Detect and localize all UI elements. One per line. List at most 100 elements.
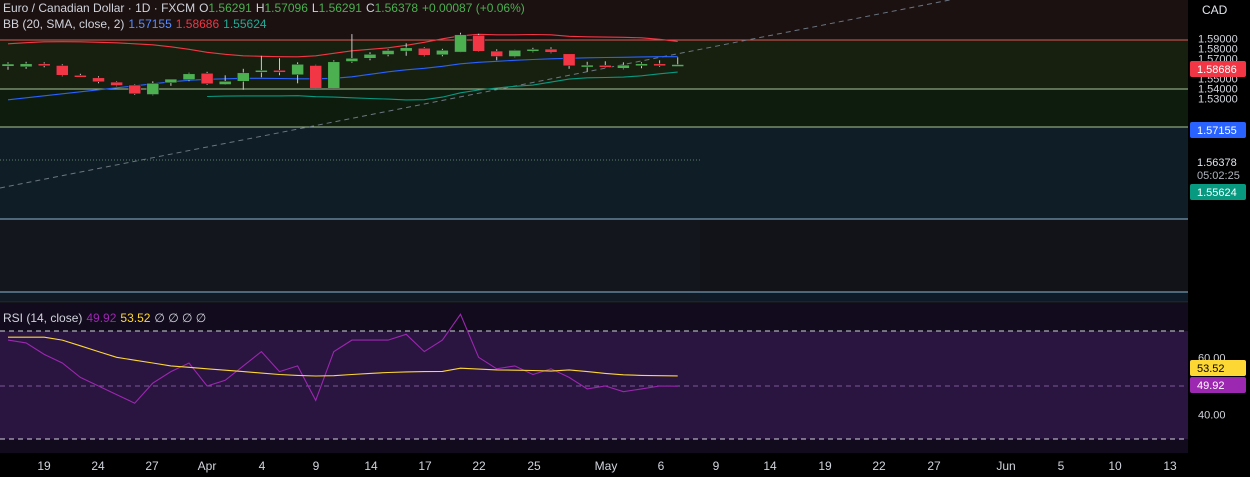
candlesticks <box>1 32 684 96</box>
candle-body <box>418 48 431 56</box>
bb-legend: BB (20, SMA, close, 2) 1.57155 1.58686 1.55… <box>3 16 271 32</box>
candle-body <box>327 61 341 89</box>
rsi-tick-label: 40.00 <box>1198 410 1226 422</box>
time-tick-label: 6 <box>658 459 665 473</box>
time-tick-label: 22 <box>872 459 886 473</box>
candle-body <box>56 65 69 76</box>
candle-body <box>1 63 15 67</box>
price-change: +0.00087 (+0.06%) <box>422 1 525 15</box>
rsi-ma-value: 53.52 <box>120 311 151 325</box>
trend-line <box>0 0 953 189</box>
symbol-title: Euro / Canadian Dollar · 1D · FXCM <box>3 1 196 15</box>
rsi-legend-label: RSI (14, close) <box>3 311 83 325</box>
candle-body <box>599 65 612 68</box>
price-tick-label: 1.53000 <box>1198 93 1238 105</box>
candle-body <box>110 81 123 86</box>
candle-body <box>345 58 359 62</box>
bb-upper-value: 1.58686 <box>175 17 220 31</box>
zone-band-2 <box>0 89 1188 127</box>
time-tick-label: 27 <box>145 459 159 473</box>
time-tick-label: 14 <box>364 459 378 473</box>
time-tick-label: 24 <box>91 459 105 473</box>
candle-body <box>472 35 485 52</box>
candle-body <box>490 50 503 57</box>
bb-upper-line <box>7 33 678 58</box>
time-scale-bg <box>0 453 1188 477</box>
time-tick-label: 9 <box>713 459 720 473</box>
upper-band-badge: 1.58686 <box>1197 64 1237 76</box>
candle-body <box>363 54 377 59</box>
rsi-ma-badge: 53.52 <box>1197 363 1225 375</box>
candle-body <box>291 64 304 76</box>
price-tick-label: 1.59000 <box>1198 33 1238 45</box>
time-tick-label: 22 <box>472 459 486 473</box>
last-price-badge: 1.56378 <box>1197 157 1237 169</box>
candle-body <box>273 70 286 73</box>
rsi-extra: ∅ ∅ ∅ ∅ <box>154 311 207 325</box>
time-tick-label: 19 <box>37 459 51 473</box>
time-tick-label: 13 <box>1163 459 1177 473</box>
candle-body <box>653 63 666 67</box>
axes: 1.590001.580001.570001.560001.550001.540… <box>37 33 1246 473</box>
rsi-pane <box>0 313 1188 440</box>
time-tick-label: 4 <box>259 459 266 473</box>
basis-badge-bg <box>1190 122 1246 138</box>
candle-body <box>19 63 33 68</box>
candle-body <box>92 77 105 83</box>
candle-body <box>218 81 232 85</box>
rsi-legend: RSI (14, close) 49.92 53.52 ∅ ∅ ∅ ∅ <box>3 310 210 326</box>
ohlc-close-label: C <box>365 1 375 15</box>
bb-lower-value: 1.55624 <box>223 17 267 31</box>
currency-label[interactable]: CAD <box>1202 3 1228 17</box>
time-tick-label: 10 <box>1108 459 1122 473</box>
rsi-badge-bg <box>1190 377 1246 393</box>
ohlc-open-value: 1.56291 <box>208 1 252 15</box>
time-tick-label: Jun <box>996 459 1015 473</box>
candle-body <box>508 50 522 57</box>
lower-band-badge-bg <box>1190 184 1246 200</box>
price-scale-bg <box>1188 0 1250 477</box>
time-tick-label: 27 <box>927 459 941 473</box>
zone-band-1 <box>0 40 1188 89</box>
zone-band-3 <box>0 127 1188 219</box>
bb-basis-value: 1.57155 <box>128 17 172 31</box>
rsi-badge: 49.92 <box>1197 380 1225 392</box>
candle-body <box>182 73 196 81</box>
candle-body <box>146 83 160 95</box>
price-tick-label: 1.54000 <box>1198 83 1238 95</box>
rsi-line <box>7 313 678 404</box>
price-level-lines <box>0 0 1188 303</box>
candle-body <box>399 47 413 52</box>
bb-legend-label: BB (20, SMA, close, 2) <box>3 17 125 31</box>
candle-body <box>617 64 630 69</box>
lower-band-badge: 1.55624 <box>1197 187 1237 199</box>
candle-body <box>454 34 467 53</box>
candle-body <box>237 72 250 82</box>
rsi-band-fill <box>0 331 1188 439</box>
time-tick-label: 14 <box>763 459 777 473</box>
upper-band-badge-bg <box>1190 61 1246 77</box>
symbol-legend: Euro / Canadian Dollar · 1D · FXCM O1.562… <box>3 0 529 16</box>
candle-body <box>128 84 141 95</box>
candle-body <box>381 50 395 55</box>
candle-body <box>562 53 576 67</box>
countdown-label: 05:02:25 <box>1197 170 1240 182</box>
ohlc-open-label: O <box>199 1 209 15</box>
candle-body <box>526 49 540 52</box>
rsi-ma-line <box>8 336 678 377</box>
bb-lower-line <box>207 71 678 101</box>
time-tick-label: 9 <box>313 459 320 473</box>
candle-body <box>635 63 648 67</box>
candle-body <box>309 65 322 89</box>
time-tick-label: 17 <box>418 459 432 473</box>
candle-body <box>255 70 268 73</box>
price-tick-label: 1.58000 <box>1198 43 1238 55</box>
zone-top <box>0 0 1188 40</box>
time-tick-label: May <box>595 459 618 473</box>
ohlc-high-value: 1.57096 <box>264 1 308 15</box>
ohlc-close-value: 1.56378 <box>374 1 419 15</box>
candle-body <box>671 64 684 67</box>
candle-body <box>37 63 51 67</box>
